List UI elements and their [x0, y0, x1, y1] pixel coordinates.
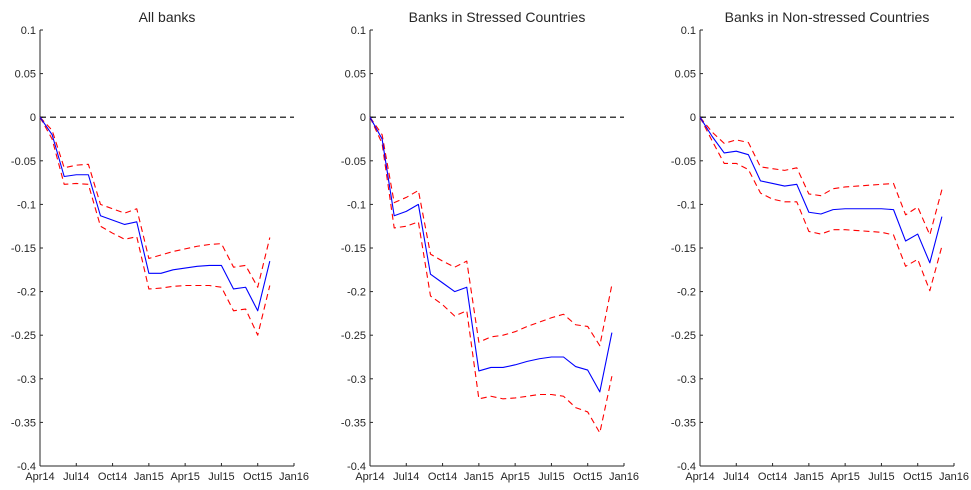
y-tick-label: 0: [30, 112, 36, 124]
x-tick-label: Jan15: [794, 471, 824, 483]
y-tick-label: -0.05: [341, 156, 366, 168]
y-tick-label: 0.1: [681, 25, 696, 37]
y-tick-label: -0.25: [341, 330, 366, 342]
x-tick-label: Oct15: [573, 471, 602, 483]
x-tick-label: Jul14: [723, 471, 749, 483]
upper-bound-line: [369, 116, 613, 347]
chart-title: Banks in Stressed Countries: [409, 9, 586, 25]
y-tick-label: -0.4: [347, 461, 366, 473]
y-tick-label: 0.1: [21, 25, 36, 37]
x-tick-label: Oct15: [903, 471, 932, 483]
y-tick-label: -0.2: [347, 287, 366, 299]
estimate-line: [39, 116, 271, 312]
estimate-line: [369, 116, 613, 393]
y-tick-label: 0: [360, 112, 366, 124]
y-tick-label: -0.35: [341, 417, 366, 429]
x-tick-label: Jan16: [279, 471, 309, 483]
y-tick-label: -0.25: [11, 330, 36, 342]
x-tick-label: Apr14: [25, 471, 54, 483]
x-tick-label: Jul15: [538, 471, 564, 483]
y-tick-label: -0.2: [17, 287, 36, 299]
y-tick-label: 0.05: [15, 69, 36, 81]
x-tick-label: Jul15: [208, 471, 234, 483]
x-tick-label: Oct14: [428, 471, 457, 483]
x-tick-label: Oct14: [98, 471, 127, 483]
y-tick-label: -0.4: [677, 461, 696, 473]
y-tick-label: -0.35: [671, 417, 696, 429]
x-tick-label: Jan15: [134, 471, 164, 483]
y-tick-label: -0.15: [11, 243, 36, 255]
upper-bound-line: [699, 116, 943, 236]
x-tick-label: Oct14: [758, 471, 787, 483]
y-tick-label: -0.3: [347, 374, 366, 386]
y-tick-label: -0.15: [671, 243, 696, 255]
x-tick-label: Apr15: [500, 471, 529, 483]
chart-title: All banks: [139, 9, 196, 25]
chart-panel-2: 0.1 0.05 0 -0.05 -0.1 -0.15 -0.2 -0.25 -0.3 -0.35…: [341, 9, 639, 483]
y-tick-label: 0.05: [345, 69, 366, 81]
y-tick-label: -0.35: [11, 417, 36, 429]
y-tick-label: -0.05: [671, 156, 696, 168]
lower-bound-line: [699, 116, 943, 292]
lower-bound-line: [39, 116, 271, 336]
chart-panel-1: 0.1 0.05 0 -0.05 -0.1 -0.15 -0.2 -0.25 -0.3 -0.35…: [11, 9, 309, 483]
y-tick-label: -0.25: [671, 330, 696, 342]
y-tick-label: -0.4: [17, 461, 36, 473]
y-tick-label: -0.15: [341, 243, 366, 255]
x-tick-label: Apr14: [355, 471, 384, 483]
chart-title: Banks in Non-stressed Countries: [725, 9, 930, 25]
x-tick-label: Jan16: [609, 471, 639, 483]
x-tick-label: Jan15: [464, 471, 494, 483]
x-tick-label: Oct15: [243, 471, 272, 483]
x-tick-label: Jul15: [868, 471, 894, 483]
estimate-line: [699, 116, 943, 264]
y-tick-label: -0.3: [17, 374, 36, 386]
x-tick-label: Jul14: [63, 471, 89, 483]
y-tick-label: 0: [690, 112, 696, 124]
x-tick-label: Jul14: [393, 471, 419, 483]
x-tick-label: Apr15: [830, 471, 859, 483]
y-tick-label: -0.3: [677, 374, 696, 386]
y-tick-label: 0.05: [675, 69, 696, 81]
y-tick-label: 0.1: [351, 25, 366, 37]
x-tick-label: Apr15: [170, 471, 199, 483]
lower-bound-line: [369, 116, 613, 434]
y-tick-label: -0.1: [347, 199, 366, 211]
y-tick-label: -0.2: [677, 287, 696, 299]
chart-panel-3: 0.1 0.05 0 -0.05 -0.1 -0.15 -0.2 -0.25 -0.3 -0.35…: [671, 9, 969, 483]
y-tick-label: -0.05: [11, 156, 36, 168]
y-tick-label: -0.1: [677, 199, 696, 211]
upper-bound-line: [39, 116, 271, 288]
x-tick-label: Apr14: [685, 471, 714, 483]
y-tick-label: -0.1: [17, 199, 36, 211]
x-tick-label: Jan16: [939, 471, 969, 483]
